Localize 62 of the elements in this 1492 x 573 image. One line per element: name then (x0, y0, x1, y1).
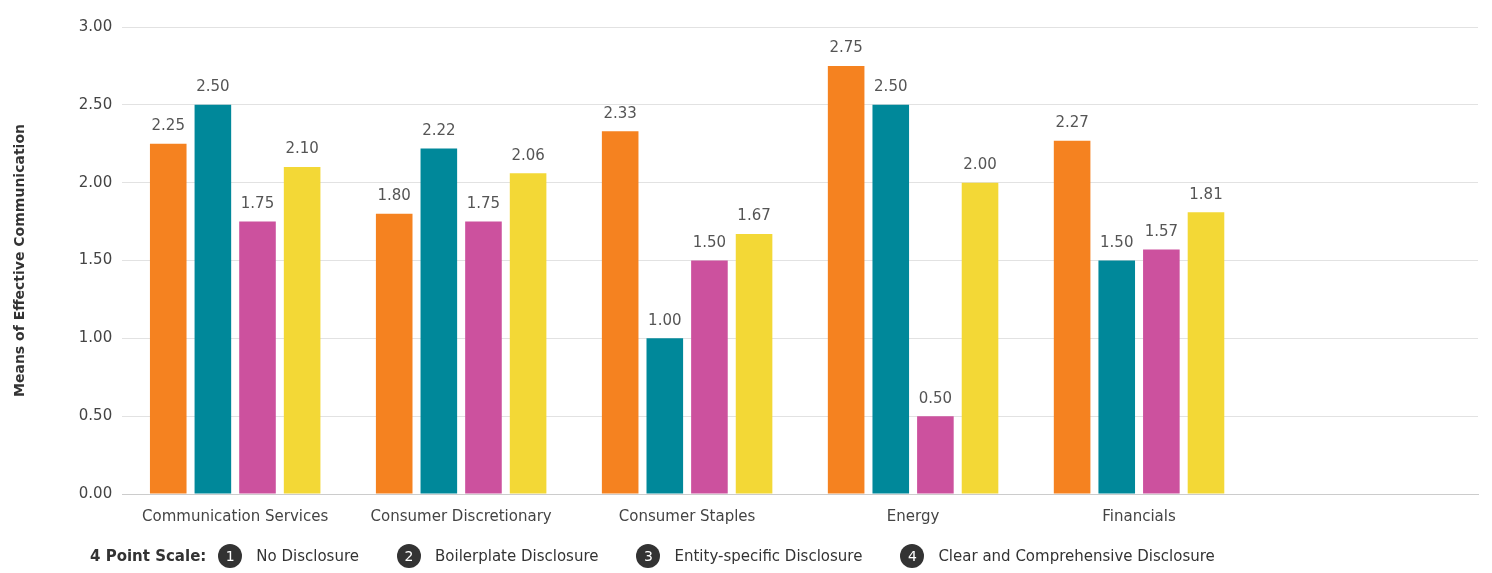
text: Entity-specific Disclosure (674, 547, 863, 565)
bar (872, 104, 910, 494)
text: Clear and Comprehensive Disclosure (938, 547, 1215, 565)
data-label: 2.33 (603, 103, 637, 122)
bar (646, 338, 684, 494)
bar (465, 221, 502, 494)
bar (917, 416, 954, 494)
data-label: 1.50 (1100, 232, 1134, 251)
y-tick-label: 2.50 (78, 94, 113, 113)
bar (283, 167, 321, 494)
data-label: 2.22 (422, 120, 456, 139)
bar (827, 65, 865, 494)
data-label: 2.75 (829, 38, 863, 57)
data-label: 1.75 (466, 193, 501, 212)
y-tick-label: 0.50 (78, 406, 113, 425)
bar (194, 104, 232, 494)
bar (735, 234, 773, 494)
bar (1187, 212, 1225, 494)
bar (375, 213, 413, 494)
bar (601, 131, 639, 494)
x-tick-label: Financials (1102, 506, 1176, 525)
y-tick-label: 2.00 (78, 172, 113, 191)
data-label: 2.50 (196, 77, 230, 96)
number-badge-icon: 4 (900, 544, 925, 568)
x-tick-label: Communication Services (142, 506, 329, 525)
bar (691, 260, 728, 494)
x-tick-label: Consumer Discretionary (370, 506, 552, 525)
y-tick-label: 1.00 (78, 328, 113, 347)
data-label: 2.25 (151, 116, 185, 135)
data-label: 1.80 (377, 186, 411, 205)
bar (1053, 140, 1091, 494)
data-label: 1.57 (1144, 221, 1179, 240)
text: No Disclosure (256, 547, 359, 565)
data-label: 2.50 (874, 77, 908, 96)
data-label: 2.06 (511, 145, 545, 164)
data-label: 1.75 (240, 193, 275, 212)
data-label: 1.00 (648, 310, 682, 329)
bar (149, 143, 187, 494)
data-label: 1.67 (737, 206, 771, 225)
y-tick-label: 0.00 (78, 483, 113, 502)
bar (509, 173, 547, 494)
y-axis-title: Means of Effective Communication (11, 124, 28, 397)
data-label: 2.10 (285, 139, 319, 158)
bar (1143, 249, 1180, 494)
bar (420, 148, 458, 494)
bar (239, 221, 276, 494)
data-label: 1.81 (1189, 184, 1223, 203)
x-tick-label: Energy (886, 506, 940, 525)
y-tick-label: 1.50 (78, 250, 113, 269)
number-badge-icon: 1 (218, 544, 243, 568)
text: 4 Point Scale: (90, 547, 207, 565)
y-tick-label: 3.00 (78, 16, 113, 35)
data-label: 1.50 (692, 232, 727, 251)
data-label: 2.27 (1055, 113, 1089, 132)
data-label: 0.50 (918, 388, 953, 407)
number-badge-icon: 3 (636, 544, 661, 568)
x-tick-label: Consumer Staples (618, 506, 756, 525)
data-label: 2.00 (963, 155, 997, 174)
bar (961, 182, 999, 494)
bar (1098, 260, 1136, 494)
text: Boilerplate Disclosure (435, 547, 599, 565)
number-badge-icon: 2 (397, 544, 421, 568)
